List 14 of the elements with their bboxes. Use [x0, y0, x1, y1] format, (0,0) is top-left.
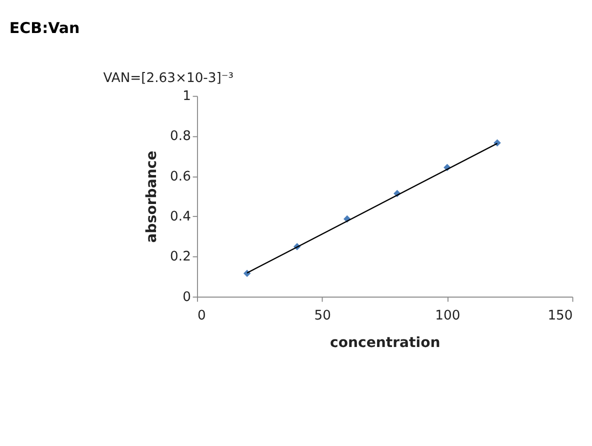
y-axis-title: absorbance — [144, 150, 160, 243]
x-tick-label: 150 — [548, 308, 573, 324]
x-tick-label: 50 — [314, 308, 331, 324]
y-tick-label: 0.6 — [170, 169, 191, 184]
y-tick-label: 1 — [182, 89, 191, 104]
y-tick-label: 0 — [182, 290, 191, 305]
y-tick-label: 0.2 — [170, 250, 191, 265]
y-tick-label: 0.4 — [170, 210, 191, 225]
x-tick-label: 100 — [435, 308, 460, 324]
x-tick-label: 0 — [197, 308, 206, 324]
y-tick-label: 0.8 — [170, 129, 191, 144]
text: VAN=[2.63×10-3]⁻³ — [103, 70, 234, 86]
text: ECB:Van — [9, 19, 80, 38]
x-axis-title: concentration — [330, 334, 440, 351]
